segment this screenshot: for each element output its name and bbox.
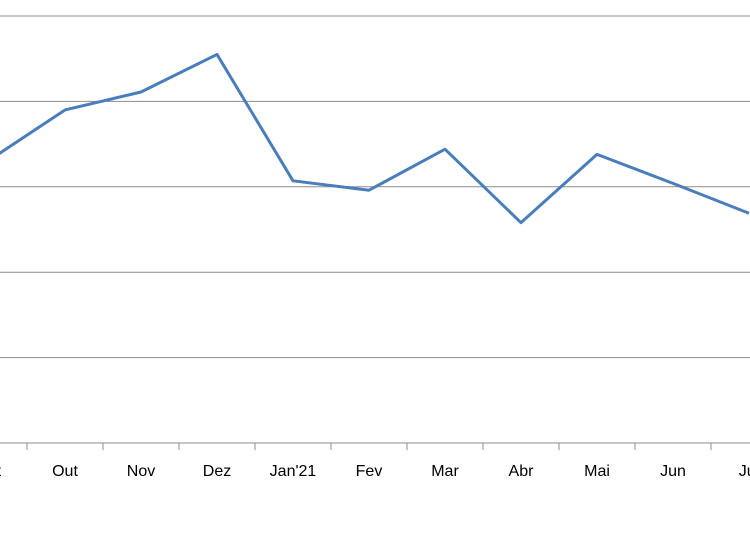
x-tick-label: Out xyxy=(52,463,78,480)
x-tick-label: Jan'21 xyxy=(270,463,317,480)
x-tick-label: Jun xyxy=(660,463,686,480)
x-tick-label: Dez xyxy=(203,463,231,480)
x-tick-label: Fev xyxy=(356,463,383,480)
x-tick-label: Mai xyxy=(584,463,610,480)
data-line xyxy=(0,52,750,225)
x-tick-label: Jul xyxy=(739,463,750,480)
x-tick-label: Abr xyxy=(509,463,535,480)
x-tick-label: Mar xyxy=(431,463,459,480)
x-tick-label: Nov xyxy=(127,463,155,480)
x-tick-label: Set xyxy=(0,463,2,480)
